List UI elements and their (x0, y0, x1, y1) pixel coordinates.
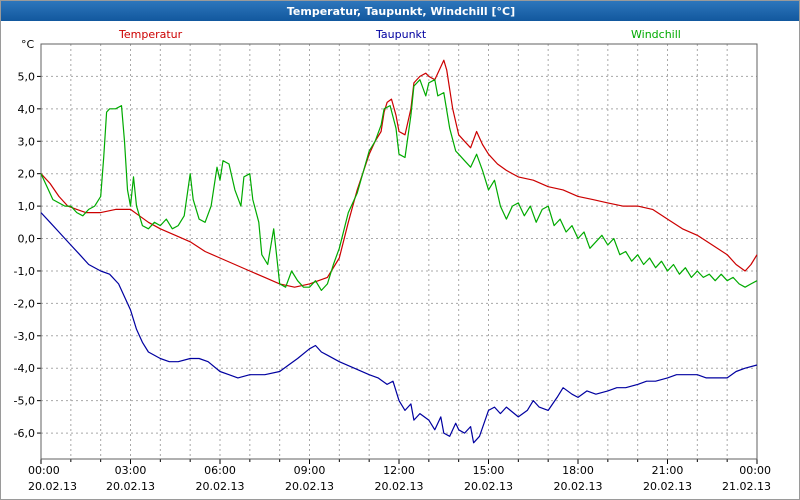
x-tick-date-label: 20.02.13 (28, 480, 77, 493)
x-tick-date-label: 20.02.13 (196, 480, 245, 493)
y-tick-label: 3,0 (18, 135, 36, 148)
y-tick-label: -2,0 (14, 297, 35, 310)
series-line-temperatur (40, 59, 758, 288)
y-tick-label: 2,0 (18, 168, 36, 181)
x-tick-label: 09:00 (294, 464, 326, 477)
y-tick-label: -6,0 (14, 427, 35, 440)
y-axis-unit-label: °C (21, 38, 35, 51)
y-tick-label: 0,0 (18, 233, 36, 246)
x-tick-date-label: 20.02.13 (643, 480, 692, 493)
y-tick-label: -1,0 (14, 265, 35, 278)
window-title: Temperatur, Taupunkt, Windchill [°C] (286, 4, 516, 18)
window-titlebar: Temperatur, Taupunkt, Windchill [°C] (1, 1, 799, 21)
x-tick-label: 00:00 (28, 464, 60, 477)
legend-windchill: Windchill (631, 28, 681, 41)
y-tick-label: 5,0 (18, 70, 36, 83)
x-tick-label: 18:00 (562, 464, 594, 477)
x-tick-date-label: 20.02.13 (106, 480, 155, 493)
y-tick-label: -5,0 (14, 395, 35, 408)
plot-border (40, 43, 758, 460)
x-tick-label: 03:00 (115, 464, 147, 477)
y-tick-label: 1,0 (18, 200, 36, 213)
x-tick-label: 15:00 (473, 464, 505, 477)
x-tick-label: 21:00 (652, 464, 684, 477)
x-tick-date-label: 20.02.13 (464, 480, 513, 493)
x-tick-date-label: 20.02.13 (285, 480, 334, 493)
y-tick-label: -4,0 (14, 362, 35, 375)
x-tick-label: 06:00 (204, 464, 236, 477)
x-tick-date-label: 20.02.13 (554, 480, 603, 493)
series-line-windchill (40, 79, 758, 291)
y-tick-label: -3,0 (14, 330, 35, 343)
x-tick-label: 12:00 (383, 464, 415, 477)
y-tick-label: 4,0 (18, 103, 36, 116)
legend-temperatur: Temperatur (119, 28, 183, 41)
x-tick-label: 00:00 (739, 464, 771, 477)
x-tick-date-label: 20.02.13 (375, 480, 424, 493)
series-line-taupunkt (40, 212, 758, 444)
x-tick-date-label: 21.02.13 (722, 480, 771, 493)
legend-taupunkt: Taupunkt (376, 28, 427, 41)
